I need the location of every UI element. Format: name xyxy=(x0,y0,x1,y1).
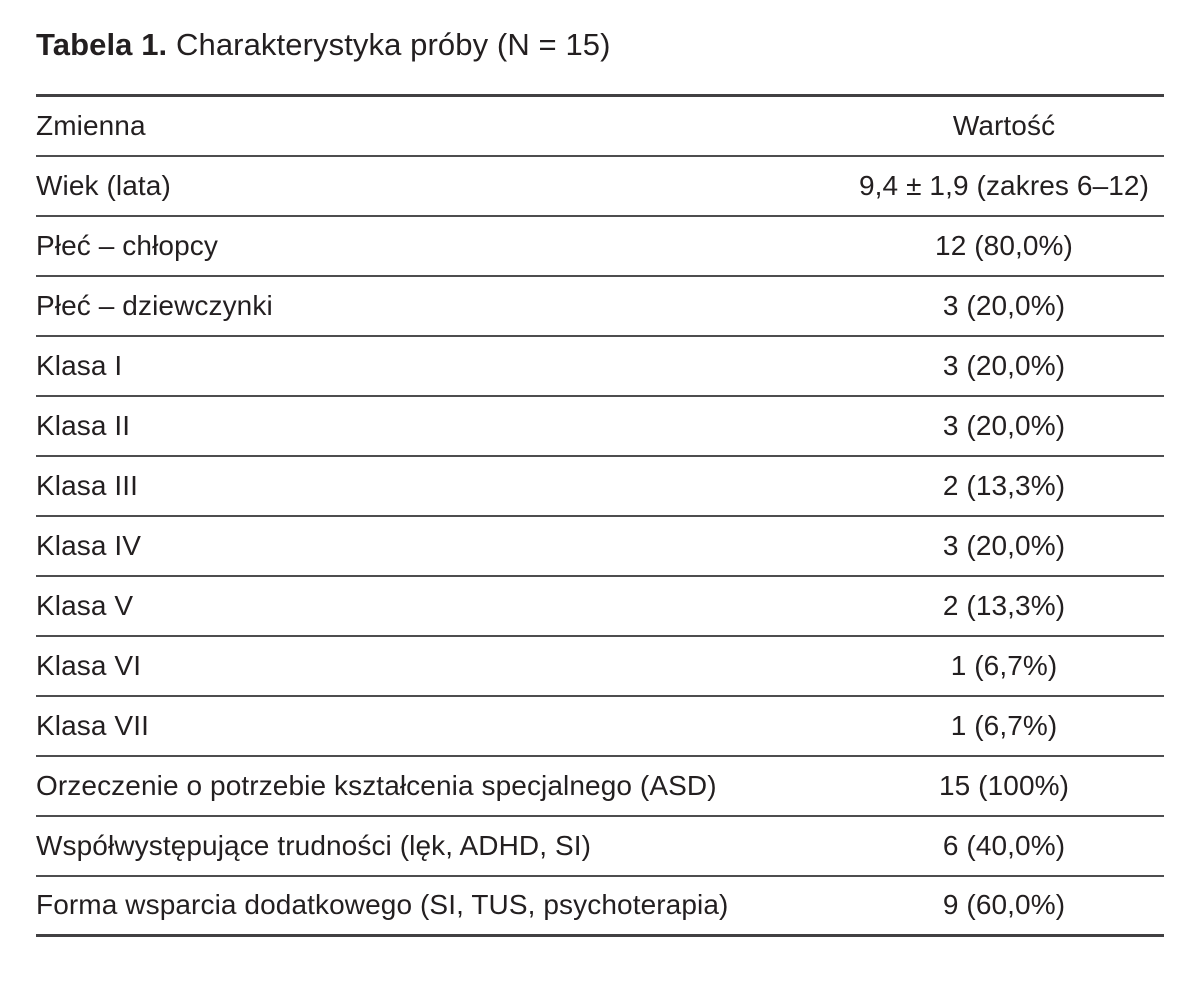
variable-cell: Płeć – chłopcy xyxy=(36,215,844,277)
table-header-row: Zmienna Wartość xyxy=(36,95,1164,157)
table-row: Orzeczenie o potrzebie kształcenia specj… xyxy=(36,755,1164,817)
value-cell: 2 (13,3%) xyxy=(844,455,1164,517)
table-row: Klasa IV 3 (20,0%) xyxy=(36,515,1164,577)
variable-cell: Klasa IV xyxy=(36,515,844,577)
value-cell: 6 (40,0%) xyxy=(844,815,1164,877)
variable-cell: Klasa VII xyxy=(36,695,844,757)
table-title: Tabela 1. Charakterystyka próby (N = 15) xyxy=(36,24,1164,66)
table-row: Współwystępujące trudności (lęk, ADHD, S… xyxy=(36,815,1164,877)
value-cell: 1 (6,7%) xyxy=(844,635,1164,697)
table-row: Płeć – chłopcy 12 (80,0%) xyxy=(36,215,1164,277)
table-row: Klasa VI 1 (6,7%) xyxy=(36,635,1164,697)
variable-cell: Klasa VI xyxy=(36,635,844,697)
value-cell: 9 (60,0%) xyxy=(844,875,1164,937)
sample-characteristics-table: Zmienna Wartość Wiek (lata) 9,4 ± 1,9 (za… xyxy=(36,94,1164,937)
value-cell: 9,4 ± 1,9 (zakres 6–12) xyxy=(844,155,1164,217)
table-body: Wiek (lata) 9,4 ± 1,9 (zakres 6–12) Płeć –… xyxy=(36,155,1164,937)
variable-cell: Współwystępujące trudności (lęk, ADHD, S… xyxy=(36,815,844,877)
table-row: Forma wsparcia dodatkowego (SI, TUS, psy… xyxy=(36,875,1164,937)
column-header-value: Wartość xyxy=(844,95,1164,157)
value-cell: 15 (100%) xyxy=(844,755,1164,817)
variable-cell: Wiek (lata) xyxy=(36,155,844,217)
value-cell: 3 (20,0%) xyxy=(844,335,1164,397)
table-title-number: Tabela 1. xyxy=(36,27,168,62)
table-row: Płeć – dziewczynki 3 (20,0%) xyxy=(36,275,1164,337)
variable-cell: Klasa V xyxy=(36,575,844,637)
value-cell: 2 (13,3%) xyxy=(844,575,1164,637)
variable-cell: Klasa I xyxy=(36,335,844,397)
variable-cell: Klasa II xyxy=(36,395,844,457)
table-row: Wiek (lata) 9,4 ± 1,9 (zakres 6–12) xyxy=(36,155,1164,217)
variable-cell: Forma wsparcia dodatkowego (SI, TUS, psy… xyxy=(36,875,844,937)
value-cell: 12 (80,0%) xyxy=(844,215,1164,277)
variable-cell: Klasa III xyxy=(36,455,844,517)
variable-cell: Orzeczenie o potrzebie kształcenia specj… xyxy=(36,755,844,817)
table-row: Klasa III 2 (13,3%) xyxy=(36,455,1164,517)
value-cell: 3 (20,0%) xyxy=(844,515,1164,577)
value-cell: 3 (20,0%) xyxy=(844,275,1164,337)
table-row: Klasa II 3 (20,0%) xyxy=(36,395,1164,457)
table-title-caption: Charakterystyka próby (N = 15) xyxy=(167,27,611,62)
value-cell: 1 (6,7%) xyxy=(844,695,1164,757)
variable-cell: Płeć – dziewczynki xyxy=(36,275,844,337)
table-row: Klasa VII 1 (6,7%) xyxy=(36,695,1164,757)
value-cell: 3 (20,0%) xyxy=(844,395,1164,457)
column-header-variable: Zmienna xyxy=(36,95,844,157)
